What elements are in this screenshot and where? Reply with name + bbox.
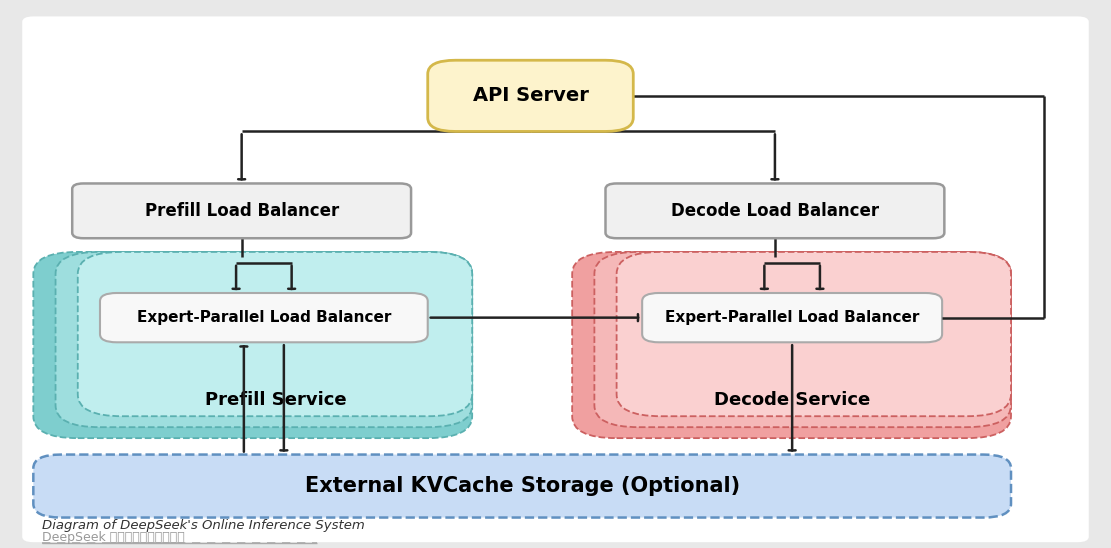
FancyBboxPatch shape <box>617 252 1011 416</box>
FancyBboxPatch shape <box>22 16 1089 542</box>
FancyBboxPatch shape <box>33 454 1011 517</box>
FancyBboxPatch shape <box>56 252 472 427</box>
FancyBboxPatch shape <box>78 252 472 416</box>
FancyBboxPatch shape <box>100 293 428 342</box>
Text: Decode Load Balancer: Decode Load Balancer <box>671 202 879 220</box>
Text: Expert-Parallel Load Balancer: Expert-Parallel Load Balancer <box>137 310 391 325</box>
FancyBboxPatch shape <box>72 184 411 238</box>
Text: Decode Service: Decode Service <box>714 391 870 409</box>
FancyBboxPatch shape <box>594 252 1011 427</box>
Text: Diagram of DeepSeek's Online Inference System: Diagram of DeepSeek's Online Inference S… <box>42 519 366 532</box>
Text: API Server: API Server <box>472 87 589 105</box>
FancyBboxPatch shape <box>33 252 472 438</box>
FancyBboxPatch shape <box>605 184 944 238</box>
Text: DeepSeek 的在线推理系统示意图: DeepSeek 的在线推理系统示意图 <box>42 531 184 544</box>
FancyBboxPatch shape <box>428 60 633 132</box>
FancyBboxPatch shape <box>642 293 942 342</box>
Text: External KVCache Storage (Optional): External KVCache Storage (Optional) <box>304 476 740 496</box>
FancyBboxPatch shape <box>572 252 1011 438</box>
Text: Expert-Parallel Load Balancer: Expert-Parallel Load Balancer <box>665 310 919 325</box>
Text: Prefill Load Balancer: Prefill Load Balancer <box>144 202 339 220</box>
Text: Prefill Service: Prefill Service <box>204 391 347 409</box>
